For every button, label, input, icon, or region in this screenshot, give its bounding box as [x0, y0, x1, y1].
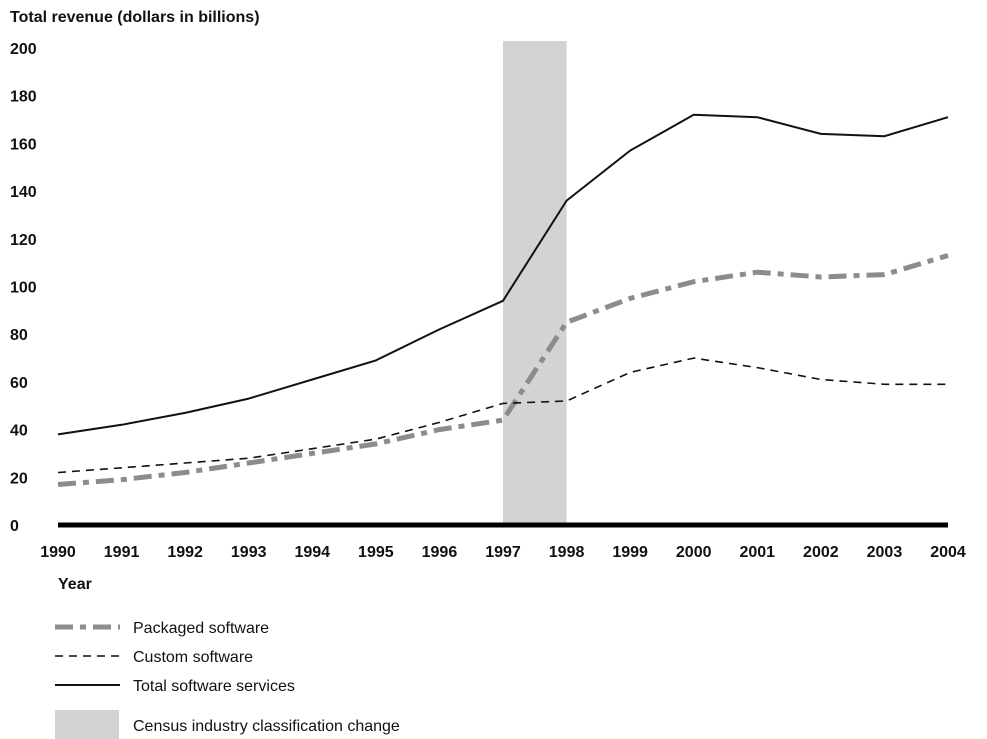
- x-tick-label: 1994: [294, 544, 330, 561]
- y-tick-label: 120: [10, 232, 37, 249]
- legend: Packaged software Custom software Total so…: [55, 620, 400, 739]
- x-tick-label: 1991: [104, 544, 140, 561]
- series-line-custom-software: [57, 357, 948, 474]
- x-tick-label: 1996: [422, 544, 458, 561]
- y-axis-label: Total revenue (dollars in billions): [10, 9, 260, 26]
- x-tick-label: 1997: [485, 544, 521, 561]
- legend-label: Total software services: [133, 678, 295, 695]
- y-tick-label: 160: [10, 136, 37, 153]
- x-tick-label: 2004: [930, 544, 966, 561]
- legend-label: Packaged software: [133, 620, 269, 637]
- x-tick-label: 2003: [867, 544, 903, 561]
- y-tick-label: 20: [10, 470, 28, 487]
- shaded-region-layer: [503, 41, 567, 525]
- x-tick-label: 2001: [739, 544, 775, 561]
- y-tick-label: 80: [10, 327, 28, 344]
- legend-label-band: Census industry classification change: [133, 718, 400, 735]
- y-tick-label: 180: [10, 89, 37, 106]
- x-tick-label: 1992: [167, 544, 203, 561]
- x-tick-label: 2002: [803, 544, 839, 561]
- y-tick-label: 140: [10, 184, 37, 201]
- legend-label: Custom software: [133, 649, 253, 666]
- x-tick-label: 1998: [549, 544, 585, 561]
- x-tick-label: 1990: [40, 544, 76, 561]
- x-tick-label: 1993: [231, 544, 267, 561]
- y-tick-label: 100: [10, 280, 37, 297]
- series-layer: [57, 113, 949, 487]
- series-line-total-software-services: [57, 113, 949, 436]
- y-tick-label: 60: [10, 375, 28, 392]
- x-tick-label: 2000: [676, 544, 712, 561]
- y-tick-label: 40: [10, 423, 28, 440]
- legend-swatch-band: [55, 710, 119, 739]
- y-tick-label: 200: [10, 41, 37, 58]
- y-tick-label: 0: [10, 518, 19, 535]
- classification-change-band: [503, 41, 567, 525]
- x-tick-label: 1995: [358, 544, 394, 561]
- x-axis-label: Year: [58, 576, 92, 593]
- axis-layer: 0 20 40 60 80 100 120 140 160 180 200 1990 1991 1992 1…: [10, 41, 966, 561]
- series-line-packaged-software: [57, 253, 949, 487]
- x-tick-label: 1999: [612, 544, 648, 561]
